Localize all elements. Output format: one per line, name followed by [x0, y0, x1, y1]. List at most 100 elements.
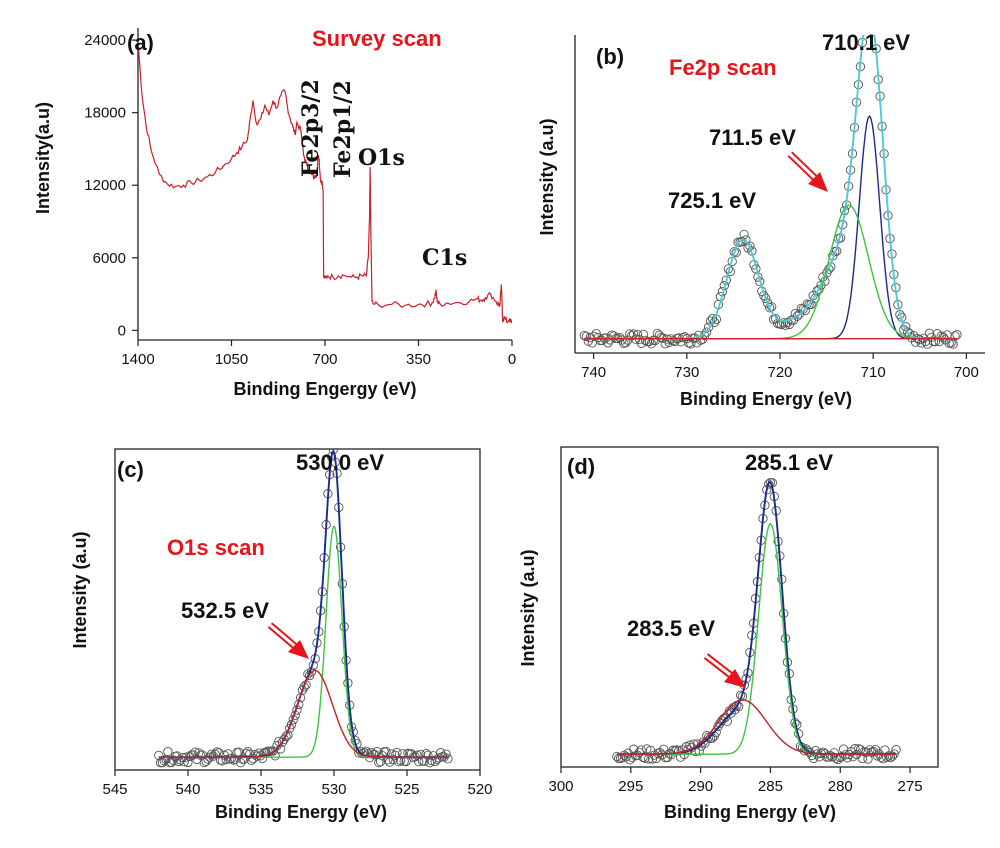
x-tick-label: 540 [175, 781, 200, 798]
x-tick-label: 545 [102, 781, 127, 798]
data-point [226, 753, 237, 764]
x-tick-label: 525 [394, 781, 419, 798]
data-point [199, 757, 209, 768]
data-point [868, 16, 876, 24]
data-point [764, 479, 774, 489]
data-point [412, 750, 422, 760]
x-tick-label: 280 [828, 778, 853, 795]
panel-b-ticks: 740 730 720 710 700 [581, 353, 979, 381]
panel-a-survey-line [138, 42, 512, 324]
data-point [827, 752, 838, 762]
y-tick-label: 24000 [84, 32, 126, 49]
data-point [206, 749, 217, 759]
data-point [388, 754, 398, 765]
panel-b-peak-711: 711.5 eV [709, 125, 796, 150]
data-point [711, 727, 721, 737]
panel-a-xlabel: Binding Engergy (eV) [233, 379, 416, 399]
panel-d-xlabel: Binding Energy (eV) [664, 802, 836, 822]
panel-b-ylabel: Intensity (a.u) [537, 118, 557, 235]
panel-c-letter: (c) [117, 457, 144, 482]
panel-c: 545 540 535 530 525 520 (c) O1s scan Binding … [70, 448, 493, 822]
component-curve [616, 699, 897, 755]
data-point [239, 754, 249, 764]
panel-b-arrow [787, 151, 828, 192]
data-point [183, 757, 193, 768]
y-tick-label: 12000 [84, 177, 126, 194]
data-point [659, 744, 669, 754]
data-point [392, 747, 402, 758]
panel-b-curves [584, 35, 957, 340]
panel-c-peak-532: 532.5 eV [181, 598, 269, 623]
panel-a-letter: (a) [127, 30, 154, 55]
x-tick-label: 730 [674, 364, 699, 381]
data-point [354, 748, 364, 758]
panel-a-annotation-c1s: C1s [422, 245, 467, 271]
x-tick-label: 700 [312, 351, 337, 368]
data-point [761, 293, 771, 304]
data-point [299, 682, 309, 692]
data-point [581, 331, 591, 342]
data-point [726, 708, 736, 718]
panel-b-xlabel: Binding Energy (eV) [680, 389, 852, 409]
data-point [703, 322, 714, 332]
data-point [792, 311, 802, 321]
panel-d-arrow [703, 653, 746, 688]
data-point [638, 752, 648, 763]
y-tick-label: 0 [118, 322, 126, 339]
panel-d-peak-283: 283.5 eV [627, 616, 715, 641]
data-point [824, 264, 834, 274]
data-point [866, 5, 874, 13]
panel-c-peak-530: 530.0 eV [296, 450, 384, 475]
panel-c-ylabel: Intensity (a.u) [70, 531, 90, 648]
panel-c-curves [158, 449, 448, 759]
x-tick-label: 285 [758, 778, 783, 795]
data-point [395, 755, 406, 766]
x-tick-label: 520 [467, 781, 492, 798]
panel-a-annotation-fe2p12: Fe2p1/2 [330, 80, 356, 178]
component-curve [158, 525, 448, 758]
x-tick-label: 1050 [215, 351, 248, 368]
y-tick-label: 18000 [84, 105, 126, 122]
panel-a-annotation-o1s: O1s [358, 145, 405, 171]
data-point [328, 449, 338, 455]
data-point [230, 754, 240, 764]
data-point [443, 754, 453, 764]
x-tick-label: 720 [767, 364, 792, 381]
data-point [950, 331, 960, 341]
data-point [883, 751, 894, 761]
panel-b: 740 730 720 710 700 (b) Fe2p scan Binding En… [537, 5, 985, 409]
x-tick-label: 700 [954, 364, 979, 381]
x-tick-label: 1400 [121, 351, 154, 368]
data-point [765, 303, 775, 313]
x-tick-label: 290 [688, 778, 713, 795]
x-tick-label: 0 [508, 351, 516, 368]
component-curve [158, 669, 448, 758]
panel-a-ylabel: Intensity(a.u) [33, 102, 53, 214]
data-point [221, 754, 231, 765]
x-tick-label: 740 [581, 364, 606, 381]
data-point [370, 749, 380, 760]
panel-c-frame [114, 448, 481, 771]
panel-a-ticks: 1400 1050 700 350 0 0 6000 12000 18000 24000 [84, 32, 516, 368]
x-tick-label: 300 [548, 778, 573, 795]
panel-b-title: Fe2p scan [669, 55, 777, 80]
data-point [163, 746, 173, 757]
panel-d-letter: (d) [567, 454, 595, 479]
y-tick-label: 6000 [93, 250, 126, 267]
panel-c-title: O1s scan [167, 535, 265, 560]
x-tick-label: 350 [406, 351, 431, 368]
panel-d-ylabel: Intensity (a.u) [518, 549, 538, 666]
data-point [281, 731, 291, 742]
data-point [882, 752, 892, 762]
data-point [704, 732, 714, 742]
data-point [441, 749, 451, 759]
x-tick-label: 295 [618, 778, 643, 795]
panel-c-xlabel: Binding Energy (eV) [215, 802, 387, 822]
data-point [862, 12, 870, 20]
data-point [154, 750, 164, 761]
data-point [640, 335, 651, 346]
panel-a-title: Survey scan [312, 26, 442, 51]
data-point [739, 229, 749, 240]
